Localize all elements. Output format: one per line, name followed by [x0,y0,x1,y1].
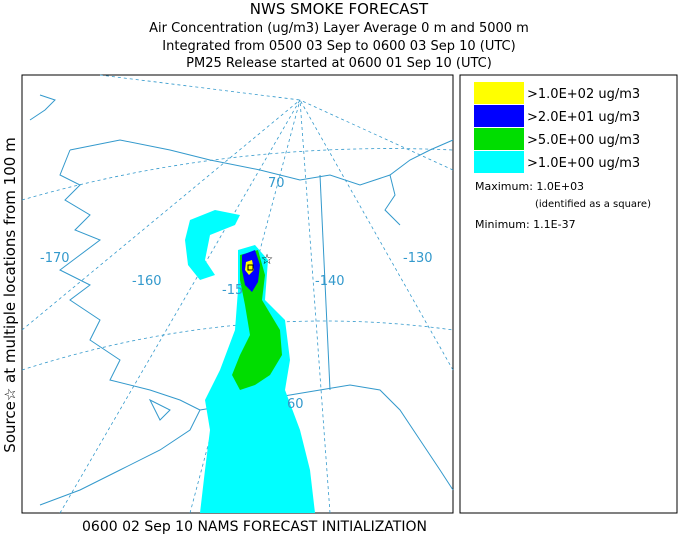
graticule [21,74,454,514]
latitude-label: 70 [268,176,285,191]
legend-label: >1.0E+02 ug/m3 [527,87,640,102]
maximum: Maximum: 1.0E+03 [475,180,584,193]
longitude-label: -15 [222,283,243,298]
title: NWS SMOKE FORECAST [250,0,429,18]
smoke-plume: ☆ [185,210,315,513]
subtitle: Integrated from 0500 03 Sep to 0600 03 S… [162,39,515,54]
legend-swatch [474,105,524,127]
subtitle: Air Concentration (ug/m3) Layer Average … [149,21,529,36]
longitude-label: -160 [132,274,162,289]
latitude-label: 60 [287,397,304,412]
maximum-note: (identified as a square) [535,199,651,210]
maximum-marker [247,264,254,271]
map: ☆ -170 -160 -15 -140 -130 70 60 [21,74,454,514]
footer: 0600 02 Sep 10 NAMS FORECAST INITIALIZAT… [82,519,427,535]
minimum: Minimum: 1.1E-37 [475,218,576,231]
legend-label: >5.0E+00 ug/m3 [527,133,640,148]
longitude-label: -140 [315,274,345,289]
legend-swatch [474,128,524,150]
longitude-label: -170 [40,251,70,266]
legend-label: >1.0E+00 ug/m3 [527,156,640,171]
longitude-label: -130 [403,251,433,266]
source-marker: ☆ [261,252,274,268]
legend-label: >2.0E+01 ug/m3 [527,110,640,125]
legend: Maximum: 1.0E+03 (identified as a square… [459,74,678,514]
side-label: Source☆ at multiple locations from 100 m [1,137,19,452]
legend-swatch [474,82,524,104]
legend-swatch [474,151,524,173]
subtitle: PM25 Release started at 0600 01 Sep 10 (… [186,56,492,71]
